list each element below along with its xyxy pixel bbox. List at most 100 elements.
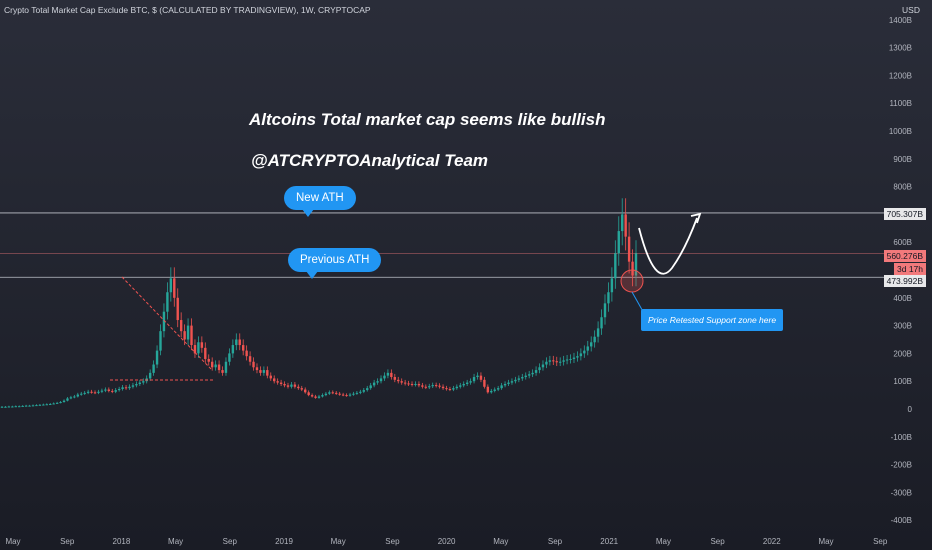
candle-body (517, 378, 521, 380)
ath-price-tag: 705.307B (883, 208, 926, 220)
candle-body (624, 214, 627, 237)
candle-body (276, 381, 279, 383)
x-tick-label: 2020 (438, 537, 456, 546)
candle-body (49, 403, 52, 405)
callout-tail (306, 271, 318, 279)
candle-body (138, 382, 142, 384)
candle-body (472, 377, 476, 382)
candle-body (407, 383, 410, 385)
candle-body (438, 385, 441, 387)
x-tick-label: Sep (223, 537, 238, 546)
x-tick-label: Sep (710, 537, 725, 546)
candle-body (214, 364, 217, 368)
drawings (110, 212, 702, 381)
candle-body (69, 397, 73, 399)
x-tick-label: Sep (60, 537, 75, 546)
y-tick-label: 400B (893, 294, 912, 303)
y-tick-label: -400B (891, 516, 912, 525)
candle-body (579, 353, 583, 357)
candle-body (314, 396, 317, 398)
candle-body (441, 386, 445, 389)
candle-body (11, 406, 14, 408)
candle-body (483, 379, 486, 387)
candle-body (255, 367, 259, 371)
annotation-team: @ATCRYPTOAnalytical Team (251, 151, 489, 170)
candle-body (607, 292, 610, 304)
candle-body (434, 385, 438, 387)
candle-body (596, 328, 600, 337)
candle-body (372, 382, 376, 386)
previous-ath-callout: Previous ATH (288, 248, 382, 279)
annotation-headline: Altcoins Total market cap seems like bul… (249, 110, 606, 129)
candle-body (162, 311, 166, 332)
y-tick-label: -100B (891, 433, 912, 442)
y-tick-label: 1100B (889, 99, 912, 108)
candle-body (627, 236, 631, 262)
candle-body (572, 357, 576, 359)
candle-body (469, 381, 472, 383)
candle-body (241, 345, 245, 351)
level-lines (0, 212, 888, 278)
candle-body (593, 336, 596, 343)
candle-body (262, 370, 266, 373)
candle-body (293, 384, 297, 387)
candle-body (600, 317, 603, 329)
candle-body (503, 383, 507, 386)
candle-body (445, 388, 448, 390)
candle-body (555, 361, 558, 363)
candle-body (335, 392, 338, 394)
x-tick-label: 2019 (275, 537, 293, 546)
candle-body (328, 392, 331, 394)
candle-body (500, 385, 503, 389)
candle-body (169, 278, 173, 293)
candle-body (410, 383, 414, 385)
previous-ath-price-tag: 473.992B (883, 275, 926, 287)
candle-body (266, 370, 269, 376)
candle-body (252, 361, 255, 368)
candle-body (617, 231, 620, 254)
y-tick-label: 300B (893, 322, 912, 331)
candle-body (452, 388, 455, 390)
last-price-tag: 560.276B (883, 250, 926, 262)
candle-body (283, 383, 286, 386)
candle-body (527, 374, 531, 376)
candle-body (183, 331, 186, 340)
x-axis: May Sep 2018 May Sep 2019 May Sep 2020 May Sep 2021… (5, 537, 887, 546)
candle-body (531, 372, 534, 375)
candle-body (245, 350, 248, 357)
candle-body (45, 404, 48, 406)
candle-body (111, 390, 114, 392)
candle-body (197, 342, 200, 354)
candle-body (455, 386, 459, 389)
new-ath-callout: New ATH (284, 186, 356, 217)
candle-body (18, 406, 21, 408)
candle-body (514, 379, 517, 382)
candle-body (42, 404, 45, 406)
candle-body (300, 388, 303, 390)
candle-body (31, 405, 35, 407)
candle-body (310, 395, 314, 397)
candle-body (107, 389, 111, 391)
candle-body (565, 359, 569, 361)
candle-body (614, 253, 617, 279)
candle-body (66, 398, 69, 401)
candle-body (248, 356, 252, 362)
y-tick-label: -300B (891, 488, 912, 497)
candle-body (210, 361, 214, 368)
candle-body (38, 404, 42, 406)
candle-body (200, 342, 204, 348)
candle-body (541, 364, 545, 368)
candle-body (341, 394, 345, 396)
projection-arrowhead (690, 212, 702, 224)
projection-curve (638, 217, 698, 275)
chart-title: Crypto Total Market Cap Exclude BTC, $ (… (4, 5, 371, 15)
candle-body (231, 345, 235, 354)
candle-body (562, 360, 565, 362)
candle-body (465, 382, 469, 384)
x-tick-label: Sep (548, 537, 563, 546)
candle-body (507, 382, 510, 384)
candle-body (190, 325, 193, 346)
candle-body (235, 339, 238, 346)
y-tick-label: 100B (893, 377, 912, 386)
